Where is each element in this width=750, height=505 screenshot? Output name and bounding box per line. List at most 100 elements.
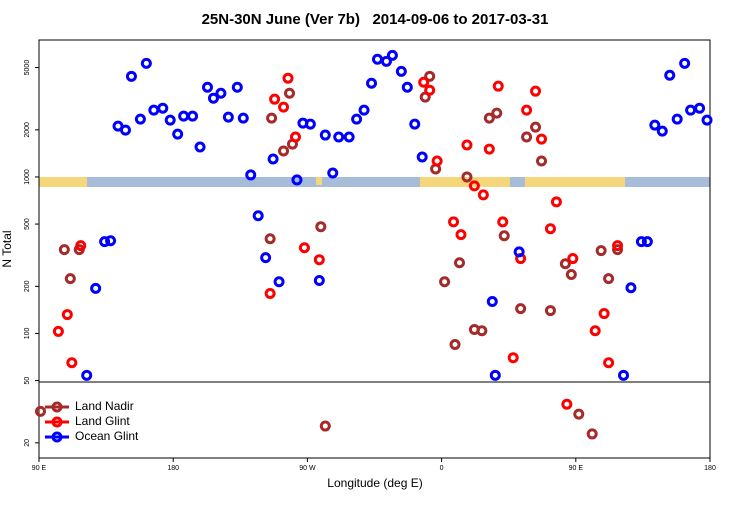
point <box>559 258 571 270</box>
point <box>313 274 325 286</box>
point <box>298 242 310 254</box>
point <box>409 118 421 130</box>
point <box>612 244 624 256</box>
point <box>515 303 527 315</box>
legend-label: Land Glint <box>75 414 130 428</box>
point <box>119 124 131 136</box>
point <box>215 87 227 99</box>
y-tick-label: 2000 <box>24 122 31 138</box>
point <box>319 129 331 141</box>
point <box>565 269 577 281</box>
point <box>222 111 234 123</box>
point <box>125 70 137 82</box>
point <box>157 102 169 114</box>
point <box>598 308 610 320</box>
point <box>694 102 706 114</box>
point <box>461 139 473 151</box>
y-tick-label: 500 <box>24 218 31 230</box>
x-tick-label: 0 <box>440 465 444 472</box>
point <box>612 240 624 252</box>
point <box>513 246 525 258</box>
point <box>34 405 46 417</box>
point <box>140 57 152 69</box>
legend-label: Land Nadir <box>75 399 134 413</box>
point <box>395 65 407 77</box>
point <box>595 245 607 257</box>
point <box>439 276 451 288</box>
point <box>269 93 281 105</box>
point <box>164 114 176 126</box>
point <box>461 171 473 183</box>
point <box>455 229 467 241</box>
point <box>521 131 533 143</box>
legend-marker <box>51 416 63 428</box>
x-tick-label: 90 W <box>299 465 316 472</box>
point <box>366 77 378 89</box>
point <box>386 49 398 61</box>
map-strip <box>39 177 710 187</box>
point <box>380 55 392 67</box>
point <box>401 81 413 93</box>
chart-title: 25N-30N June (Ver 7b) 2014-09-06 to 2017… <box>202 11 549 28</box>
point <box>105 235 117 247</box>
point <box>491 107 503 119</box>
x-tick-label: 180 <box>704 465 716 472</box>
x-tick-label: 180 <box>167 465 179 472</box>
point <box>530 85 542 97</box>
point <box>664 69 676 81</box>
legend-label: Ocean Glint <box>75 429 139 443</box>
point <box>231 81 243 93</box>
point <box>319 420 331 432</box>
y-axis-label: N Total <box>0 230 14 267</box>
y-tick-label: 200 <box>24 280 31 292</box>
y-tick-label: 5000 <box>24 60 31 76</box>
legend-marker <box>51 401 63 413</box>
point <box>343 131 355 143</box>
point <box>61 309 73 321</box>
point <box>75 240 87 252</box>
point <box>486 296 498 308</box>
point <box>327 167 339 179</box>
point <box>66 357 78 369</box>
point <box>544 305 556 317</box>
point <box>424 70 436 82</box>
point <box>81 369 93 381</box>
point <box>333 131 345 143</box>
point <box>282 72 294 84</box>
point <box>351 113 363 125</box>
y-tick-label: 50 <box>24 377 31 385</box>
point <box>671 113 683 125</box>
point <box>245 169 257 181</box>
point <box>536 155 548 167</box>
point <box>468 180 480 192</box>
point <box>550 196 562 208</box>
point <box>416 151 428 163</box>
plot-frame <box>38 39 711 459</box>
point <box>489 369 501 381</box>
point <box>273 276 285 288</box>
point <box>701 114 713 126</box>
point <box>266 112 278 124</box>
point <box>656 125 668 137</box>
point <box>635 236 647 248</box>
point <box>530 121 542 133</box>
point <box>536 133 548 145</box>
point <box>521 104 533 116</box>
point <box>313 254 325 266</box>
x-tick-label: 90 E <box>569 465 584 472</box>
point <box>252 210 264 222</box>
point <box>449 338 461 350</box>
point <box>134 113 146 125</box>
point <box>304 118 316 130</box>
point <box>260 252 272 264</box>
point <box>679 57 691 69</box>
point <box>99 236 111 248</box>
y-tick-label: 20 <box>24 439 31 447</box>
x-axis-label: Longitude (deg E) <box>327 476 422 490</box>
point <box>483 143 495 155</box>
point <box>492 80 504 92</box>
point <box>448 216 460 228</box>
point <box>431 155 443 167</box>
point <box>477 189 489 201</box>
